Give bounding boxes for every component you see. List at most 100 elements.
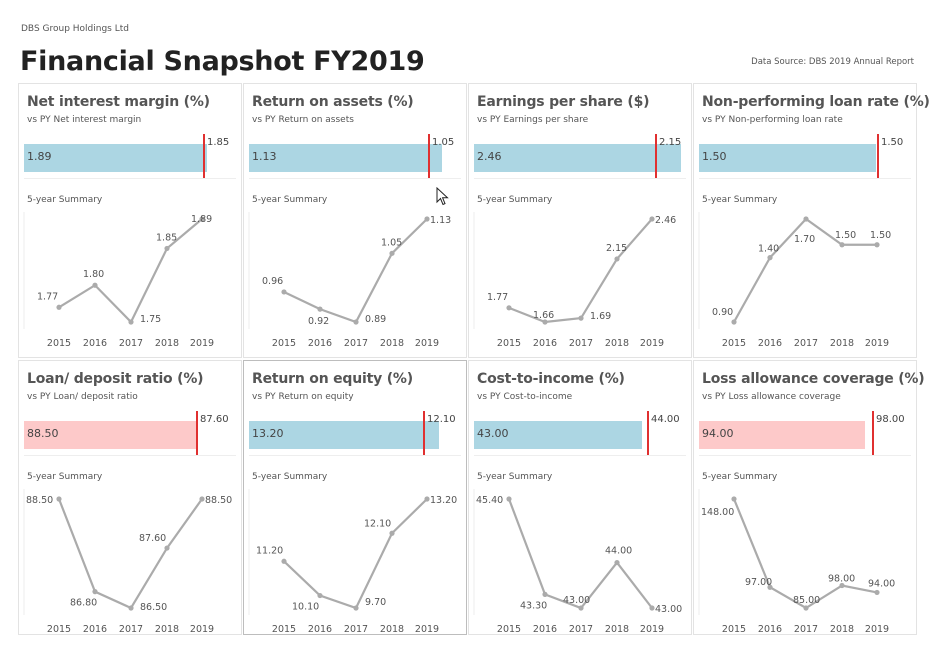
data-point[interactable] (874, 589, 880, 596)
data-point[interactable] (614, 256, 620, 262)
data-point[interactable] (839, 582, 845, 589)
data-label: 1.77 (37, 291, 58, 302)
previous-year-marker[interactable] (655, 134, 657, 178)
kpi-panel[interactable]: Loan/ deposit ratio (%) vs PY Loan/ depo… (18, 360, 242, 635)
data-label: 13.20 (430, 495, 457, 506)
x-tick-label: 2019 (190, 624, 214, 634)
trend-line-chart[interactable]: 0.90 2015 1.40 2016 1.70 2017 1.50 2018 1.50 2019 (694, 84, 916, 357)
data-point[interactable] (317, 592, 323, 599)
data-point[interactable] (353, 605, 359, 611)
data-label: 11.20 (256, 545, 283, 556)
trend-line-chart[interactable]: 11.20 2015 10.10 2016 9.70 2017 12.10 2018 13.20… (244, 361, 466, 634)
data-label: 43.30 (520, 600, 547, 611)
bullet-chart[interactable]: 94.00 98.00 (699, 411, 911, 456)
kpi-panel[interactable]: Earnings per share ($) vs PY Earnings pe… (468, 83, 692, 358)
data-point[interactable] (199, 216, 205, 222)
previous-year-marker[interactable] (196, 411, 198, 455)
kpi-panel[interactable]: Non-performing loan rate (%) vs PY Non-p… (693, 83, 930, 358)
data-point[interactable] (281, 558, 287, 564)
trend-line[interactable] (508, 218, 653, 324)
data-point[interactable] (839, 242, 845, 248)
data-point[interactable] (767, 255, 773, 261)
trend-line-chart[interactable]: 45.40 2015 43.30 2016 43.00 2017 44.00 2018 43.0… (469, 361, 691, 634)
data-point[interactable] (281, 289, 287, 295)
data-label: 10.10 (292, 602, 319, 613)
data-point[interactable] (353, 319, 359, 325)
data-point[interactable] (803, 216, 809, 222)
data-point[interactable] (506, 305, 512, 311)
bullet-chart[interactable]: 2.46 2.15 (474, 134, 686, 179)
bullet-chart[interactable]: 1.13 1.05 (249, 134, 461, 179)
trend-line-chart[interactable]: 1.77 2015 1.80 2016 1.75 2017 1.85 2018 1.89 2019 (19, 84, 241, 357)
current-value-bar[interactable] (474, 144, 681, 172)
kpi-panel[interactable]: Net interest margin (%) vs PY Net intere… (18, 83, 242, 358)
data-point[interactable] (92, 589, 98, 595)
trend-line-chart[interactable]: 1.77 2015 1.66 2016 1.69 2017 2.15 2018 2.46 2019 (469, 84, 691, 357)
kpi-panel[interactable]: Return on assets (%) vs PY Return on ass… (243, 83, 467, 358)
trend-line[interactable] (283, 498, 428, 610)
data-point[interactable] (164, 245, 170, 252)
data-point[interactable] (56, 304, 62, 310)
trend-line-chart[interactable]: 88.50 2015 86.80 2016 86.50 2017 87.60 2018 88.5… (19, 361, 241, 634)
data-point[interactable] (199, 496, 205, 502)
data-point[interactable] (424, 216, 430, 222)
previous-year-marker[interactable] (877, 134, 879, 178)
data-point[interactable] (578, 605, 584, 611)
data-point[interactable] (578, 315, 584, 321)
data-point[interactable] (424, 496, 430, 502)
current-value-bar[interactable] (24, 144, 207, 172)
data-point[interactable] (389, 250, 395, 256)
current-value-bar[interactable] (24, 421, 196, 449)
trend-line-chart[interactable]: 148.00 2015 97.00 2016 85.00 2017 98.00 2018 94.… (694, 361, 916, 634)
bullet-chart[interactable]: 88.50 87.60 (24, 411, 236, 456)
previous-year-marker[interactable] (872, 411, 874, 455)
data-point[interactable] (317, 306, 323, 312)
current-value-bar[interactable] (249, 144, 442, 172)
kpi-panel[interactable]: Return on equity (%) vs PY Return on equ… (243, 360, 467, 635)
data-point[interactable] (542, 591, 548, 597)
previous-year-marker[interactable] (423, 411, 425, 455)
bullet-chart[interactable]: 1.50 1.50 (699, 134, 911, 179)
data-point[interactable] (731, 319, 737, 325)
previous-year-marker[interactable] (428, 134, 430, 178)
data-point[interactable] (389, 530, 395, 536)
kpi-panel[interactable]: Cost-to-income (%) vs PY Cost-to-income … (468, 360, 692, 635)
data-point[interactable] (614, 559, 620, 566)
bullet-chart[interactable]: 43.00 44.00 (474, 411, 686, 456)
current-value-bar[interactable] (249, 421, 439, 449)
data-label: 86.80 (70, 598, 97, 609)
panel-title: Loan/ deposit ratio (%) (27, 371, 204, 387)
data-point[interactable] (92, 282, 98, 288)
x-tick-label: 2017 (344, 624, 368, 634)
data-point[interactable] (56, 496, 62, 502)
data-point[interactable] (803, 605, 809, 611)
bullet-chart[interactable]: 13.20 12.10 (249, 411, 461, 456)
data-point[interactable] (506, 496, 512, 502)
kpi-panel[interactable]: Loss allowance coverage (%) vs PY Loss a… (693, 360, 925, 635)
data-point[interactable] (128, 605, 134, 611)
data-point[interactable] (731, 496, 737, 502)
panel-title: Return on equity (%) (252, 371, 413, 387)
data-point[interactable] (164, 545, 170, 551)
trend-line[interactable] (732, 498, 878, 610)
data-label: 45.40 (476, 495, 503, 506)
current-value-bar[interactable] (699, 144, 876, 172)
current-value-bar[interactable] (474, 421, 642, 449)
previous-year-marker[interactable] (203, 134, 205, 178)
data-point[interactable] (874, 242, 880, 248)
data-point[interactable] (649, 605, 655, 611)
trend-line[interactable] (57, 498, 203, 610)
trend-line[interactable] (58, 218, 203, 324)
current-value-bar[interactable] (699, 421, 865, 449)
trend-line[interactable] (283, 218, 428, 324)
data-point[interactable] (649, 216, 655, 222)
previous-year-marker[interactable] (647, 411, 649, 455)
trend-line-chart[interactable]: 0.96 2015 0.92 2016 0.89 2017 1.05 2018 1.13 2019 (244, 84, 466, 357)
x-tick-label: 2018 (605, 338, 629, 349)
data-point[interactable] (128, 319, 134, 325)
data-point[interactable] (767, 584, 773, 590)
x-tick-label: 2019 (640, 338, 664, 349)
data-point[interactable] (542, 319, 548, 325)
bullet-chart[interactable]: 1.89 1.85 (24, 134, 236, 179)
data-label: 1.50 (835, 230, 856, 241)
